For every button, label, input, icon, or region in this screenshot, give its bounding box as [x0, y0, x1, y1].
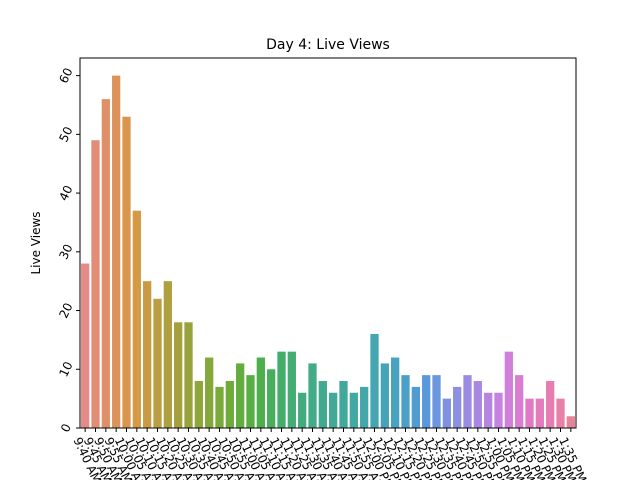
bar-32	[411, 386, 420, 428]
bar-43	[525, 398, 534, 428]
bar-44	[535, 398, 544, 428]
bar-10	[184, 322, 193, 428]
y-tick-label: 10	[56, 359, 75, 379]
bar-41	[504, 351, 513, 428]
bar-31	[401, 375, 410, 428]
bar-42	[515, 375, 524, 428]
bar-30	[391, 357, 400, 428]
bar-33	[422, 375, 431, 428]
bar-12	[205, 357, 214, 428]
bar-8	[163, 281, 172, 428]
bar-7	[153, 298, 162, 428]
bar-26	[349, 392, 358, 428]
bar-29	[380, 363, 389, 428]
bar-28	[370, 334, 379, 428]
bar-27	[360, 386, 369, 428]
bar-2	[101, 99, 110, 429]
bar-47	[566, 416, 575, 428]
bar-17	[256, 357, 265, 428]
bar-36	[453, 386, 462, 428]
bar-38	[473, 381, 482, 428]
bars-group	[81, 75, 575, 429]
bar-9	[174, 322, 183, 428]
bar-39	[484, 392, 493, 428]
bar-0	[81, 263, 90, 428]
bar-4	[122, 116, 131, 428]
bar-3	[112, 75, 121, 429]
y-tick-label: 60	[56, 66, 75, 86]
bar-18	[267, 369, 276, 428]
bar-19	[277, 351, 286, 428]
bar-24	[329, 392, 338, 428]
bar-6	[143, 281, 152, 428]
y-tick-label: 30	[56, 242, 75, 262]
y-tick-label: 0	[58, 422, 74, 435]
y-tick-label: 40	[56, 183, 75, 203]
bar-15	[236, 363, 245, 428]
bar-14	[225, 381, 234, 428]
y-tick-label: 50	[56, 124, 75, 144]
bar-40	[494, 392, 503, 428]
bar-16	[246, 375, 255, 428]
bar-37	[463, 375, 472, 428]
bar-35	[442, 398, 451, 428]
bar-25	[339, 381, 348, 428]
bar-1	[91, 140, 100, 428]
plot-frame	[79, 57, 577, 429]
bar-21	[298, 392, 307, 428]
bar-5	[132, 210, 141, 428]
bar-23	[318, 381, 327, 428]
bar-11	[194, 381, 203, 428]
bar-34	[432, 375, 441, 428]
bar-20	[287, 351, 296, 428]
bar-45	[546, 381, 555, 428]
bar-46	[556, 398, 565, 428]
chart-title: Day 4: Live Views	[266, 37, 390, 53]
bar-22	[308, 363, 317, 428]
y-tick-label: 20	[56, 301, 75, 321]
y-axis-label: Live Views	[29, 211, 43, 274]
bar-13	[215, 386, 224, 428]
y-axis: 0 10 20 30 40 50 60	[56, 66, 80, 435]
